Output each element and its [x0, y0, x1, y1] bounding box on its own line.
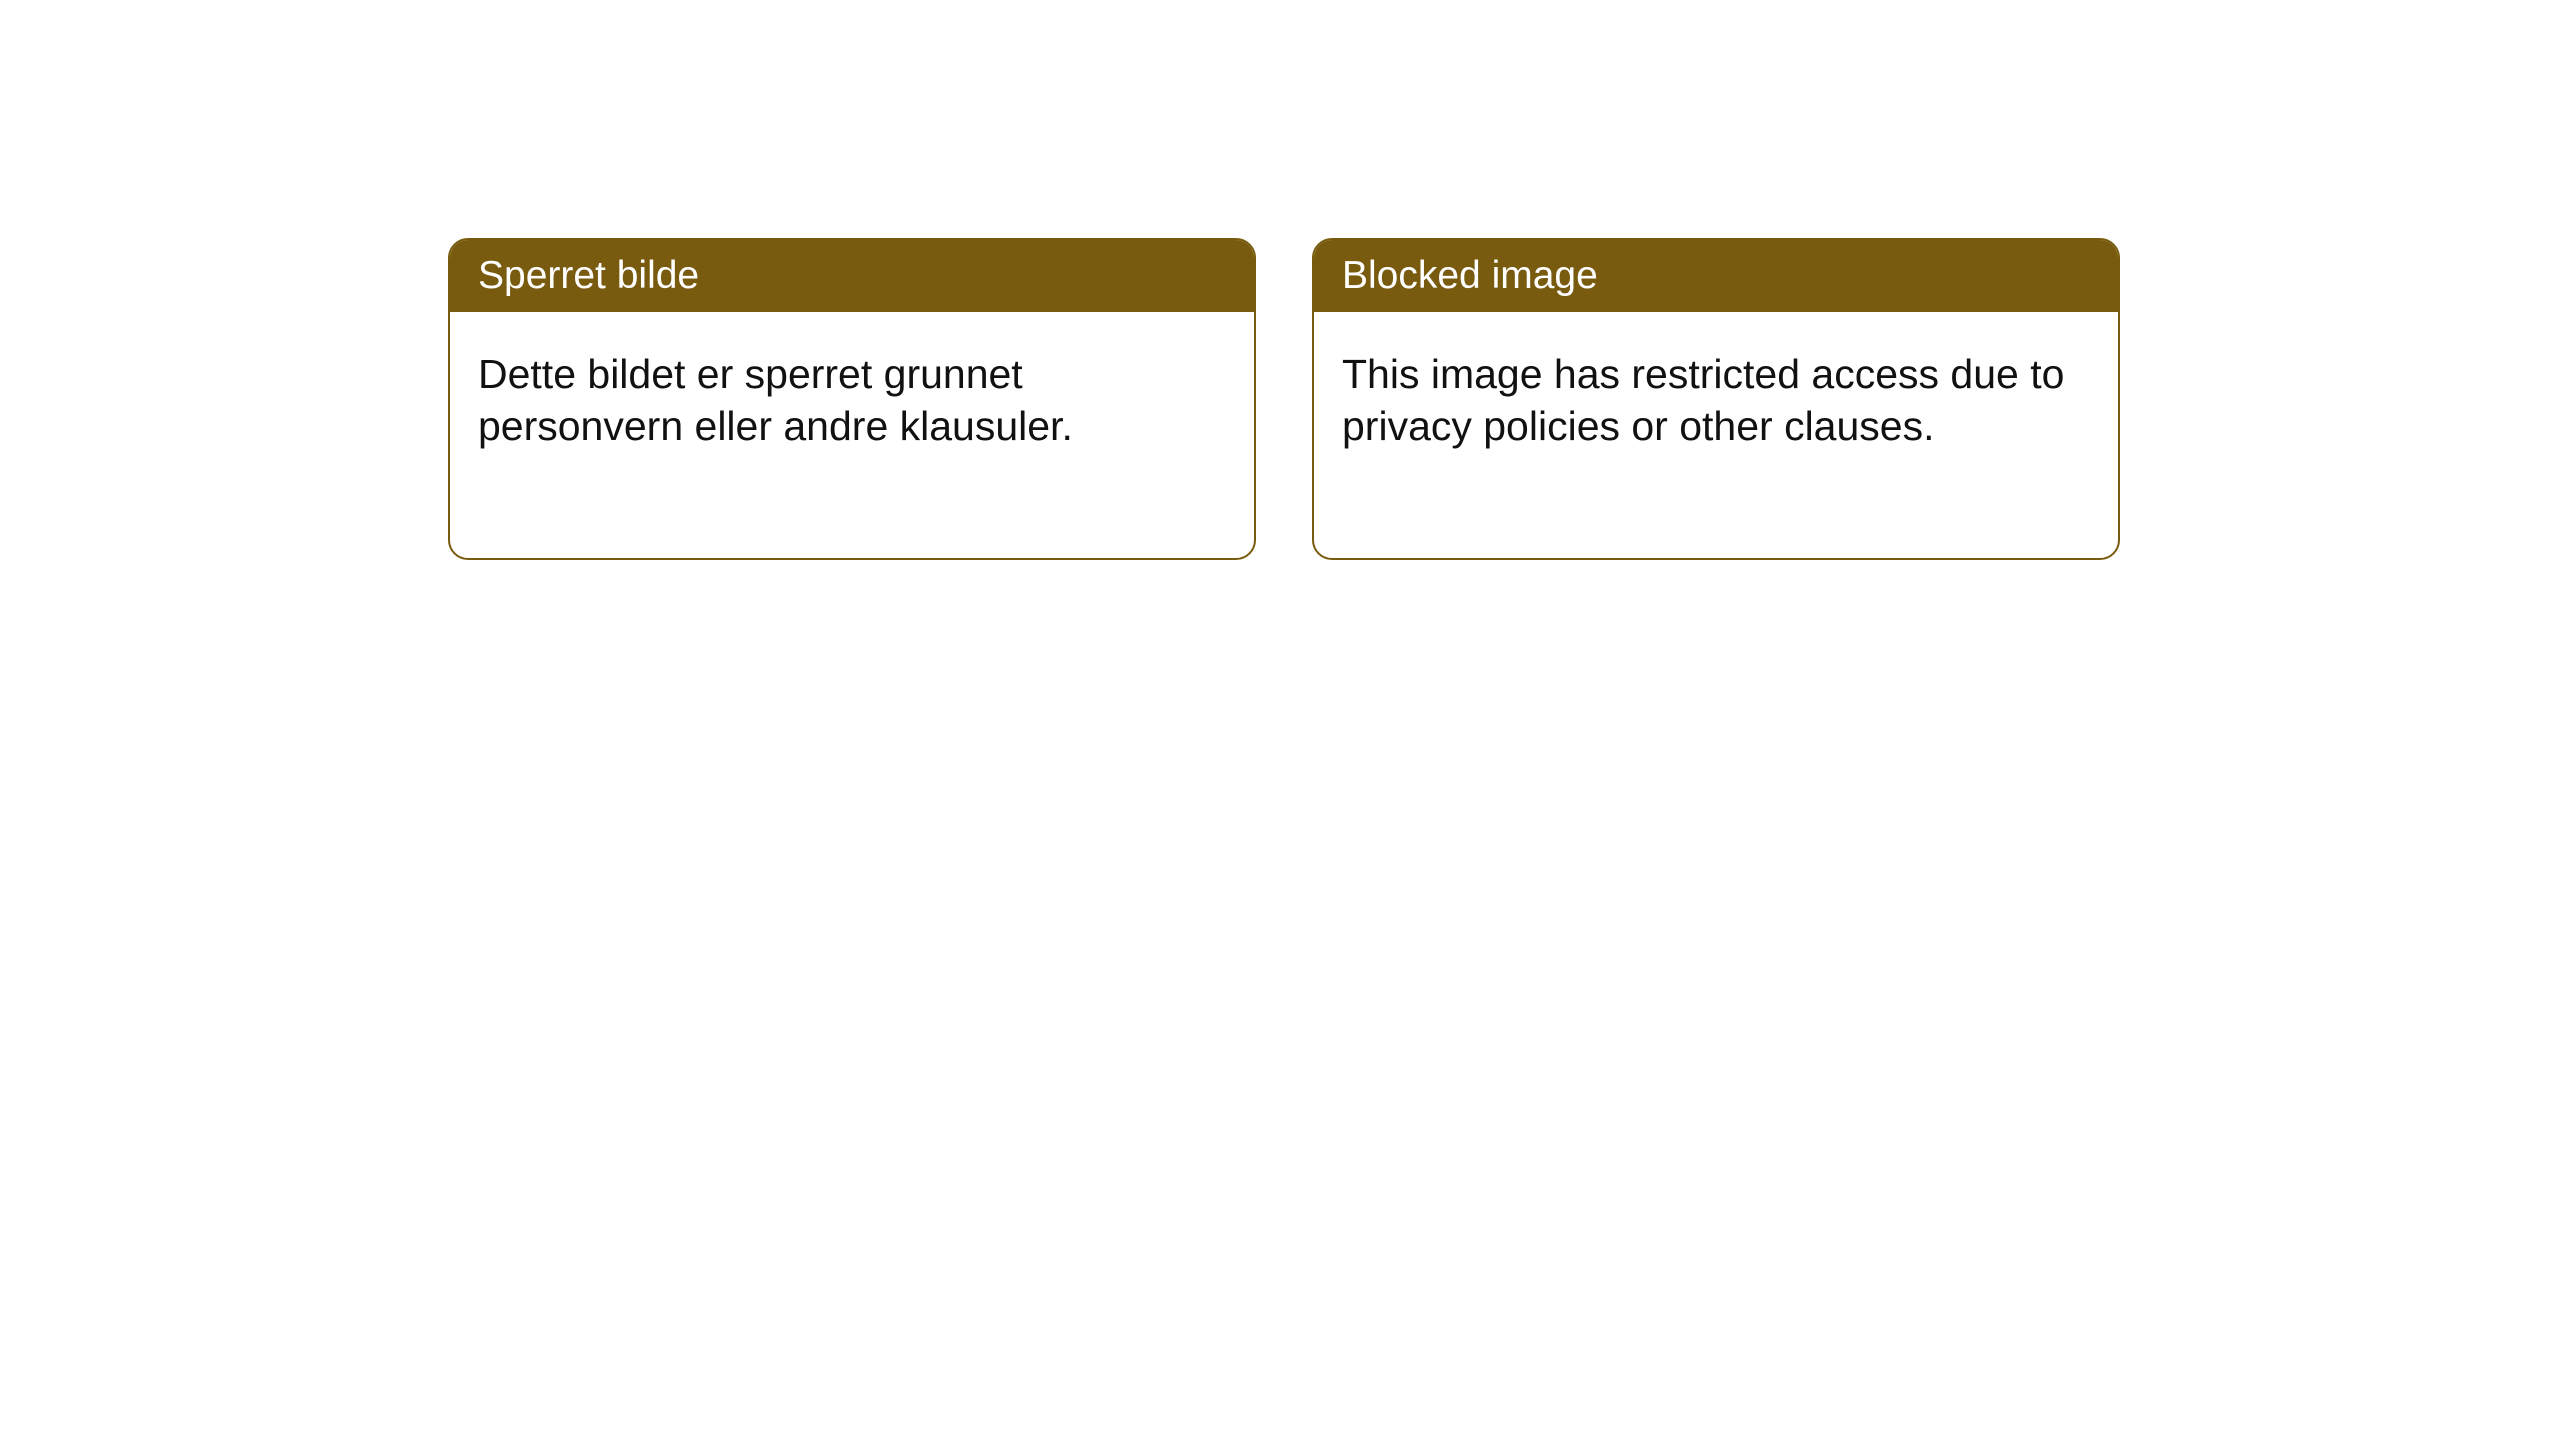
notice-title: Sperret bilde	[478, 254, 699, 297]
notice-card-norwegian: Sperret bilde Dette bildet er sperret gr…	[448, 238, 1256, 560]
notice-card-english: Blocked image This image has restricted …	[1312, 238, 2120, 560]
notice-container: Sperret bilde Dette bildet er sperret gr…	[448, 238, 2120, 560]
notice-header: Blocked image	[1314, 240, 2118, 312]
notice-body: This image has restricted access due to …	[1314, 312, 2118, 558]
notice-body: Dette bildet er sperret grunnet personve…	[450, 312, 1254, 558]
notice-text: This image has restricted access due to …	[1342, 351, 2064, 449]
notice-text: Dette bildet er sperret grunnet personve…	[478, 351, 1073, 449]
notice-header: Sperret bilde	[450, 240, 1254, 312]
notice-title: Blocked image	[1342, 254, 1598, 297]
